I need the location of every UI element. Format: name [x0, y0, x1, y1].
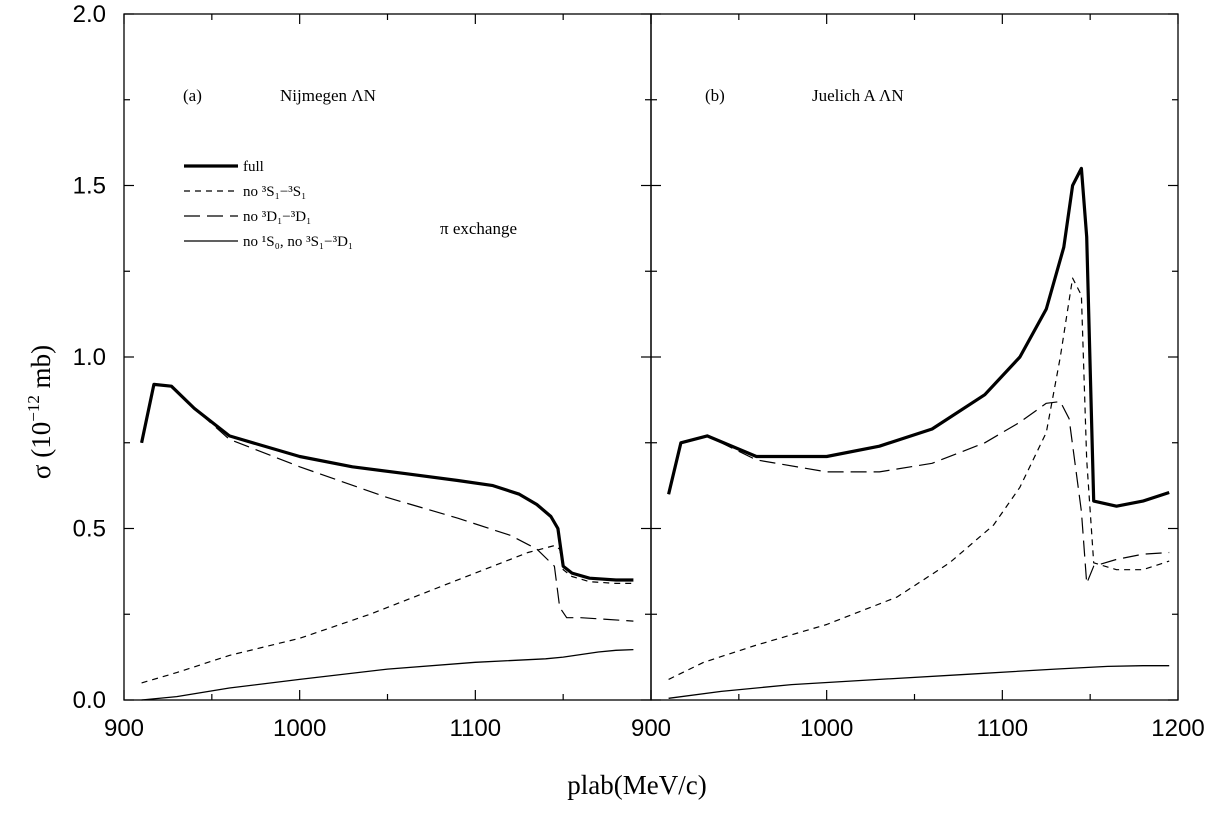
- plot-frame: [123, 13, 652, 701]
- y-tick-label: 1.0: [73, 344, 106, 371]
- series-line-no3d1: [668, 401, 1170, 584]
- legend-label-full: full: [243, 159, 264, 175]
- legend-label-nopi: no ¹S₀, no ³S₁−³D₁: [243, 234, 353, 250]
- series-line-no3d1: [141, 383, 634, 622]
- series-line-nopi: [141, 648, 634, 701]
- series-line-nopi: [668, 665, 1170, 699]
- panel-a-title: Nijmegen ΛN: [280, 86, 376, 105]
- y-axis-title-exponent: −12: [24, 395, 43, 422]
- panel-a: [123, 13, 652, 701]
- y-tick-label: 2.0: [73, 1, 106, 28]
- y-tick-label: 0.0: [73, 687, 106, 714]
- panel-b-title: Juelich A ΛN: [812, 86, 904, 105]
- panel-a-tag: (a): [183, 86, 202, 105]
- series-line-no3s1: [141, 545, 634, 684]
- y-axis-title-unit: mb): [26, 345, 56, 395]
- axes-layer: 900 1000 1100 900 1000 1100 1200 0.0 0.5 1.0 1.5 2.…: [73, 1, 1205, 742]
- x-tick-label: 1000: [800, 715, 853, 742]
- x-tick-label: 900: [631, 715, 671, 742]
- y-axis-title: σ (10−12 mb): [24, 345, 56, 479]
- y-tick-label: 0.5: [73, 516, 106, 543]
- series-line-full: [140, 382, 634, 582]
- plot-frame: [650, 13, 1179, 701]
- x-tick-label: 1100: [977, 715, 1029, 742]
- panel-b: [650, 13, 1179, 701]
- pi-exchange-annotation: π exchange: [440, 219, 517, 238]
- panel-b-tag: (b): [705, 86, 725, 105]
- series-line-no3s1: [668, 277, 1170, 680]
- panels-layer: [123, 13, 1179, 701]
- y-axis-title-main: σ (10: [26, 422, 56, 479]
- legend: full no ³S₁−³S₁ no ³D₁−³D₁ no ¹S₀, no ³S…: [184, 159, 353, 250]
- x-tick-label: 1000: [273, 715, 326, 742]
- x-tick-label: 1100: [450, 715, 502, 742]
- series-line-full: [667, 166, 1170, 508]
- x-tick-label: 1200: [1151, 715, 1204, 742]
- x-axis-title: plab(MeV/c): [567, 770, 706, 800]
- legend-label-no3d1: no ³D₁−³D₁: [243, 209, 311, 225]
- legend-label-no3s1: no ³S₁−³S₁: [243, 184, 306, 200]
- y-tick-label: 1.5: [73, 173, 106, 200]
- x-tick-label: 900: [104, 715, 144, 742]
